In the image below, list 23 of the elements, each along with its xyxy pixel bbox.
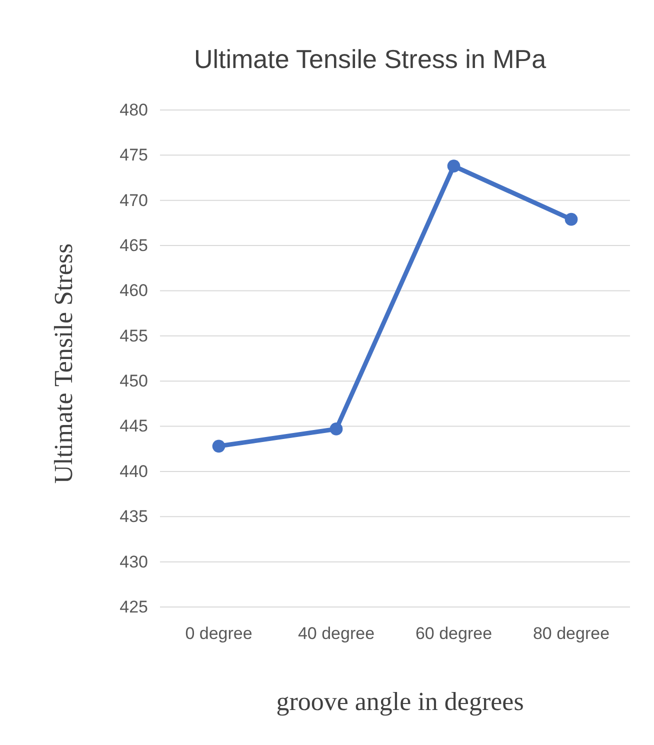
point: [564, 212, 578, 226]
y-tick-label: 425: [120, 597, 148, 616]
y-tick-label: 480: [120, 100, 148, 120]
y-tick-label: 475: [120, 146, 148, 165]
x-tick-label: 40 degree: [298, 624, 375, 644]
x-tick-label: 0 degree: [185, 624, 252, 644]
chart-title: Ultimate Tensile Stress in MPa: [194, 44, 547, 74]
y-tick-label: 435: [120, 507, 148, 526]
y-tick-label: 440: [120, 462, 148, 481]
x-tick-label: 60 degree: [415, 624, 492, 644]
x-axis-title: groove angle in degrees: [276, 687, 524, 716]
y-tick-label: 445: [120, 416, 148, 436]
point: [330, 422, 343, 436]
point: [212, 440, 226, 453]
y-tick-label: 465: [120, 236, 148, 255]
y-axis-title: Ultimate Tensile Stress: [49, 243, 78, 484]
y-tick-label: 430: [120, 552, 148, 572]
y-tick-label: 455: [120, 326, 148, 346]
y-tick-label: 460: [120, 281, 148, 300]
point: [447, 160, 460, 172]
x-tick-label: 80 degree: [532, 624, 610, 644]
y-tick-label: 450: [120, 372, 148, 391]
y-tick-label: 470: [120, 190, 148, 210]
